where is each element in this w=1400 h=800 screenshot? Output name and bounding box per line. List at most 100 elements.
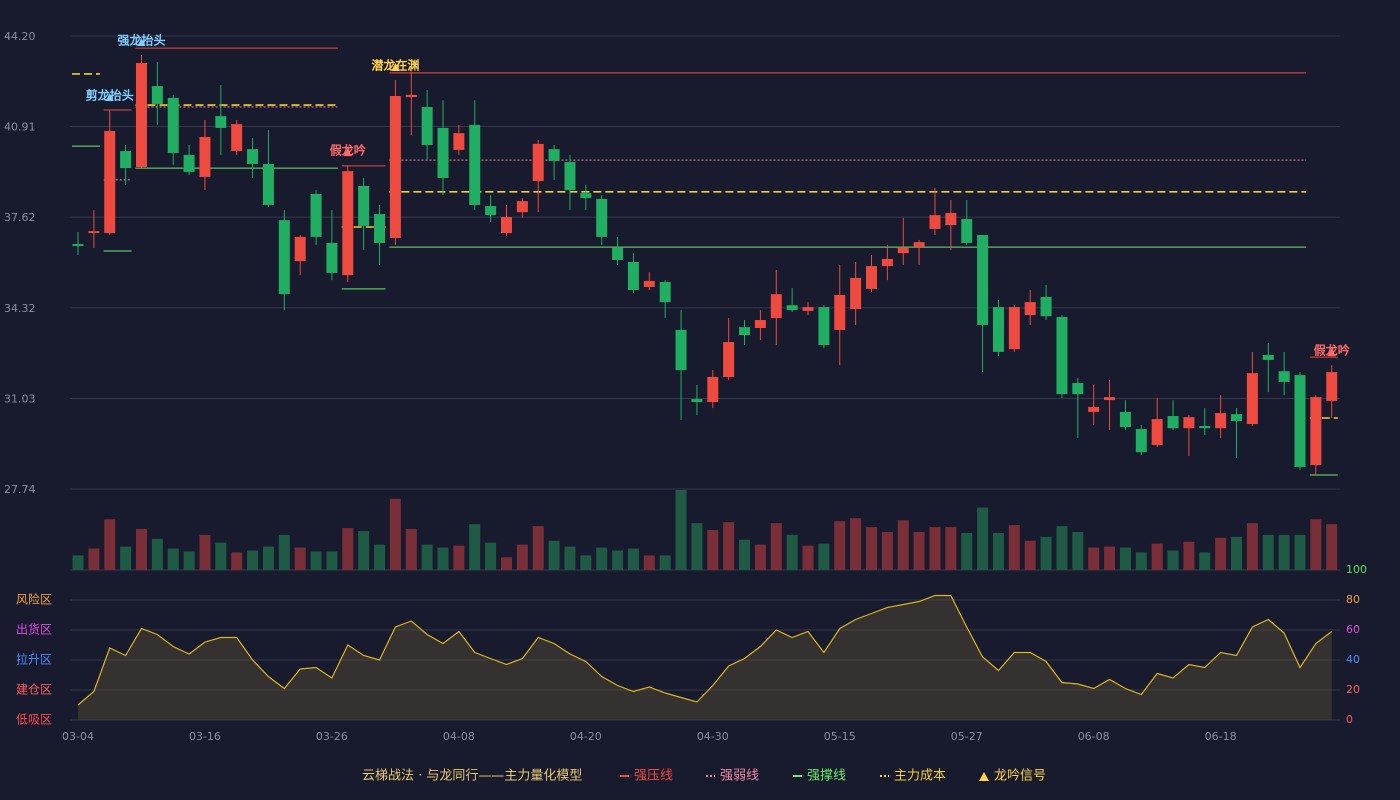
signal-label: 强龙抬头 — [117, 32, 165, 47]
candle-body — [945, 212, 957, 226]
volume-bar — [342, 528, 354, 570]
candle-body — [358, 185, 370, 226]
volume-bar — [770, 523, 782, 570]
candle-body — [1072, 383, 1084, 395]
candle-body — [1215, 413, 1227, 429]
candle-body — [596, 198, 608, 237]
signal-marker — [391, 63, 400, 72]
candle-body — [1262, 354, 1274, 360]
legend-label: 强压线 — [634, 769, 673, 784]
candle-body — [754, 320, 766, 329]
candle-body — [326, 242, 338, 273]
y2-tick-label: 80 — [1346, 593, 1360, 606]
volume-bar — [659, 555, 671, 570]
candle-body — [1326, 372, 1338, 401]
y-tick-label: 31.03 — [4, 392, 36, 405]
volume-bar — [120, 546, 132, 570]
indicator-area — [78, 595, 1332, 720]
candle-body — [580, 193, 592, 199]
volume-bar — [754, 544, 766, 570]
candle-body — [1278, 371, 1290, 382]
candle-body — [405, 94, 417, 98]
candle-body — [374, 214, 386, 243]
candle-body — [707, 376, 719, 403]
volume-bar — [707, 530, 719, 570]
candle-body — [72, 244, 84, 246]
volume-bar — [929, 527, 941, 570]
candle-body — [1294, 375, 1306, 467]
candle-body — [247, 149, 259, 164]
zone-label: 拉升区 — [16, 652, 52, 667]
signal-marker — [1327, 348, 1336, 357]
volume-bar — [580, 555, 592, 570]
volume-bar — [1246, 523, 1258, 570]
candle-body — [1040, 296, 1052, 317]
candle-body — [1088, 406, 1100, 412]
volume-bar — [1167, 550, 1179, 570]
candle-body — [215, 116, 227, 128]
volume-bar — [151, 538, 163, 570]
y-tick-label: 40.91 — [4, 121, 36, 134]
candle-body — [659, 282, 671, 303]
y2-tick-label: 0 — [1346, 713, 1353, 726]
signal-label: 假龙吟 — [330, 143, 366, 158]
candle-body — [1199, 425, 1211, 429]
volume-bar — [247, 550, 259, 570]
volume-bar — [500, 557, 512, 570]
candle-body — [1246, 373, 1258, 425]
volume-bar — [834, 521, 846, 570]
candle-body — [834, 294, 846, 330]
candle-body — [992, 307, 1004, 352]
volume-bar — [215, 542, 227, 570]
volume-bar — [786, 534, 798, 570]
candle-body — [913, 242, 925, 248]
volume-bar — [278, 534, 290, 570]
volume-bar — [1088, 547, 1100, 570]
volume-bar — [643, 555, 655, 570]
zone-label: 风险区 — [16, 592, 52, 607]
candle-body — [1310, 397, 1322, 466]
candle-body — [850, 277, 862, 310]
candle-body — [1135, 429, 1147, 453]
candle-body — [866, 266, 877, 289]
candle-body — [612, 247, 624, 261]
volume-bar — [596, 547, 608, 570]
volume-bar — [612, 550, 624, 570]
candle-body — [262, 163, 274, 205]
candle-body — [1104, 397, 1116, 401]
volume-bar — [183, 551, 195, 570]
candle-body — [1167, 416, 1179, 429]
volume-bar — [469, 524, 481, 570]
volume-bar — [1199, 552, 1211, 570]
candle-body — [421, 107, 433, 145]
candle-body — [1008, 307, 1020, 350]
volume-bar — [358, 530, 370, 570]
candle-body — [135, 62, 147, 168]
y2-tick-label: 100 — [1346, 563, 1367, 576]
volume-bar — [564, 546, 576, 570]
signal-label: 假龙吟 — [1314, 343, 1350, 358]
legend-label: 强弱线 — [720, 769, 759, 784]
candle-body — [1119, 411, 1131, 428]
indicator-line — [77, 594, 1333, 706]
candle-body — [88, 231, 100, 234]
volume-bar — [199, 534, 211, 570]
candle-body — [691, 399, 703, 403]
volume-bar — [1056, 526, 1068, 570]
signal-label: 潜龙在渊 — [371, 58, 419, 73]
candle-body — [310, 193, 322, 237]
volume-bar — [977, 507, 989, 570]
volume-bar — [1262, 534, 1274, 570]
candle-body — [485, 206, 497, 216]
y-tick-label: 37.62 — [4, 211, 36, 224]
candle-body — [469, 124, 481, 205]
x-tick-label: 05-15 — [824, 730, 856, 743]
volume-bar — [167, 548, 179, 570]
signal-label: 剪龙抬头 — [86, 88, 134, 103]
x-tick-label: 04-08 — [443, 730, 475, 743]
legend-label: 主力成本 — [894, 769, 946, 784]
y-tick-label: 34.32 — [4, 302, 36, 315]
volume-bar — [627, 548, 639, 570]
